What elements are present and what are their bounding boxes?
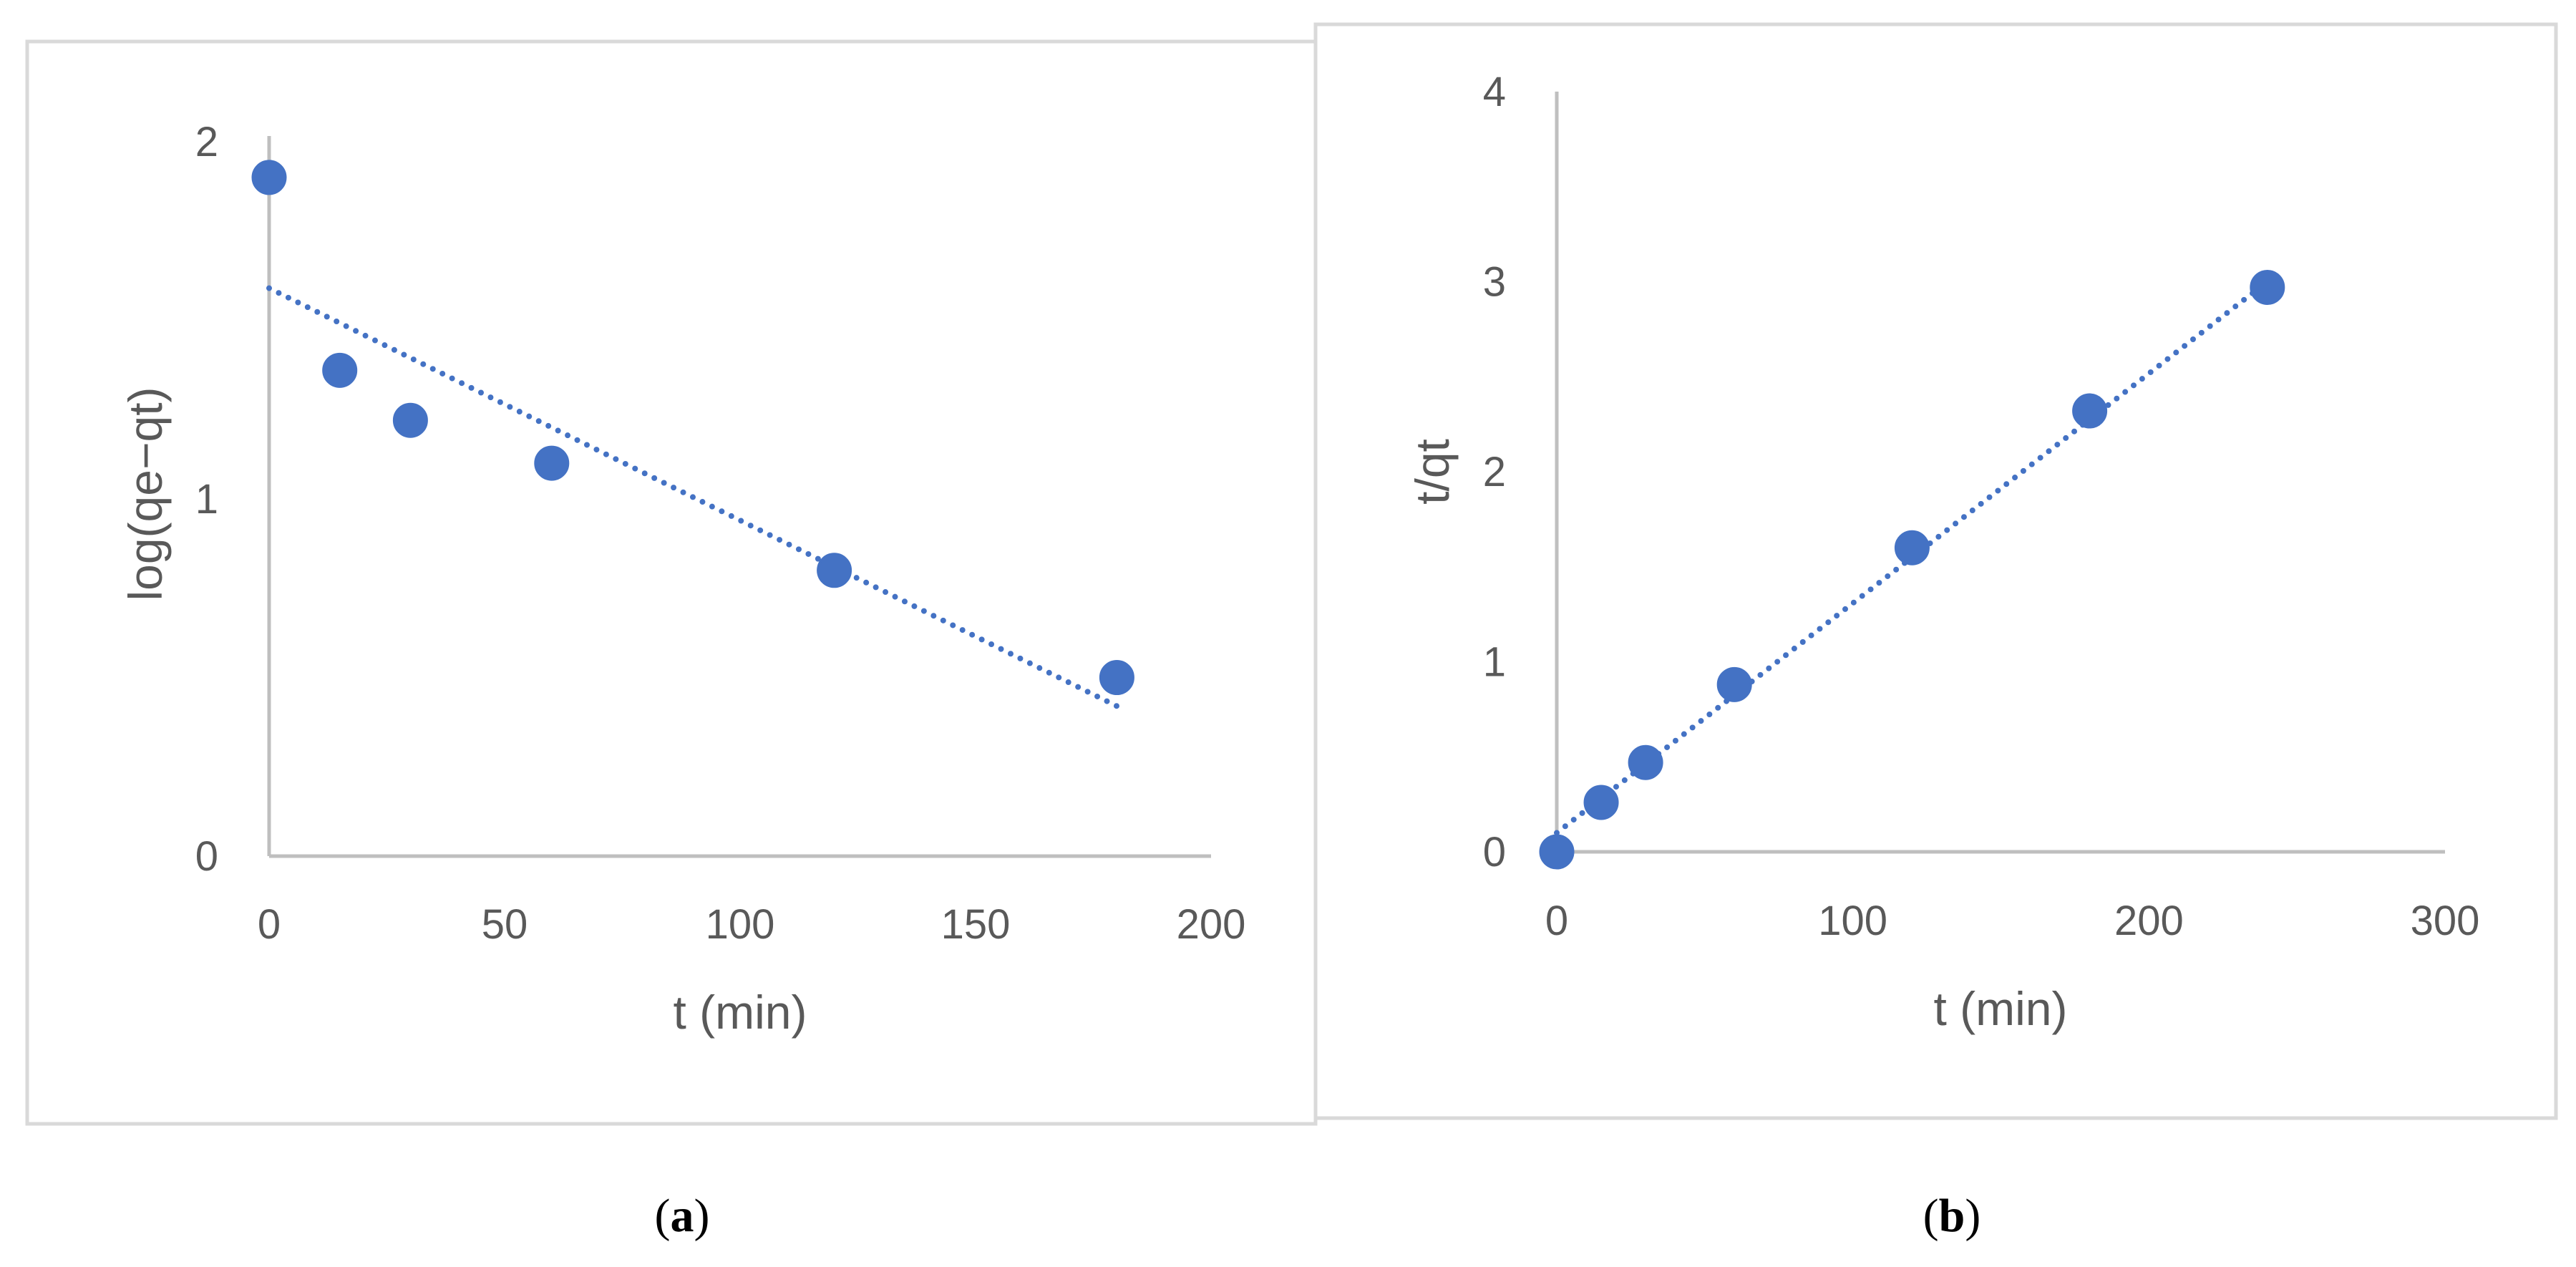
chart-a-y-tick-2: 2 <box>195 119 218 165</box>
chart-b-x-tick-labels: 0 100 200 300 <box>1545 898 2480 944</box>
chart-panel-b: 0 1 2 3 4 0 100 200 300 t (min) t/qt <box>1313 22 2558 1120</box>
chart-a-x-tick-3: 150 <box>941 901 1011 948</box>
chart-a-x-tick-4: 200 <box>1177 901 1246 948</box>
chart-b-y-tick-1: 1 <box>1483 639 1506 686</box>
chart-a-x-tick-1: 50 <box>482 901 528 948</box>
chart-panel-a: 0 1 2 0 50 100 150 200 t (min) log(qe−qt) <box>25 39 1318 1126</box>
chart-b-x-tick-3: 300 <box>2411 898 2480 944</box>
caption-b-letter: b <box>1939 1190 1965 1242</box>
chart-a-point-3 <box>534 445 570 481</box>
caption-a-letter: a <box>671 1190 694 1242</box>
chart-a-border <box>25 39 1318 1126</box>
chart-b-point-3 <box>1716 666 1752 702</box>
caption-a-close-paren: ) <box>694 1190 710 1242</box>
chart-a-x-tick-2: 100 <box>706 901 775 948</box>
caption-b-open-paren: ( <box>1923 1190 1939 1242</box>
chart-b-y-tick-0: 0 <box>1483 829 1506 875</box>
chart-b-y-tick-4: 4 <box>1483 69 1506 115</box>
chart-b-point-6 <box>2250 269 2285 305</box>
chart-a-point-4 <box>817 553 852 588</box>
caption-b-close-paren: ) <box>1965 1190 1980 1242</box>
chart-a-point-0 <box>251 160 287 195</box>
chart-b-point-1 <box>1583 785 1619 820</box>
chart-a-x-axis-title: t (min) <box>674 986 807 1039</box>
chart-a-y-axis-title: log(qe−qt) <box>119 387 172 601</box>
chart-a-point-2 <box>392 402 428 438</box>
chart-a-point-1 <box>322 352 358 388</box>
chart-b-x-axis-title: t (min) <box>1934 982 2068 1035</box>
caption-a-open-paren: ( <box>655 1190 671 1242</box>
chart-b-points <box>1539 269 2285 870</box>
chart-a-trendline <box>266 285 1120 709</box>
chart-b-border <box>1313 22 2558 1120</box>
chart-a-y-tick-1: 1 <box>195 476 218 523</box>
chart-b-point-5 <box>2072 393 2108 429</box>
chart-b-y-tick-2: 2 <box>1483 449 1506 495</box>
chart-b-point-0 <box>1539 834 1575 870</box>
chart-a-y-tick-0: 0 <box>195 833 218 880</box>
chart-b-x-tick-1: 100 <box>1818 898 1887 944</box>
chart-b-point-2 <box>1628 744 1663 780</box>
chart-b-y-tick-3: 3 <box>1483 259 1506 306</box>
chart-a-trendline-group <box>266 285 1120 709</box>
chart-a-points <box>251 160 1134 695</box>
chart-b-point-4 <box>1894 530 1930 565</box>
chart-a-y-tick-labels: 0 1 2 <box>195 119 218 880</box>
chart-a-x-tick-0: 0 <box>258 901 281 948</box>
caption-b: (b) <box>1923 1190 1981 1242</box>
chart-a-x-tick-labels: 0 50 100 150 200 <box>258 901 1246 948</box>
chart-a-point-5 <box>1099 660 1134 695</box>
chart-b-y-tick-labels: 0 1 2 3 4 <box>1483 69 1506 875</box>
chart-b-x-tick-2: 200 <box>2114 898 2184 944</box>
chart-b-x-tick-0: 0 <box>1545 898 1568 944</box>
chart-b-y-axis-title: t/qt <box>1406 439 1459 505</box>
caption-a: (a) <box>655 1190 710 1242</box>
